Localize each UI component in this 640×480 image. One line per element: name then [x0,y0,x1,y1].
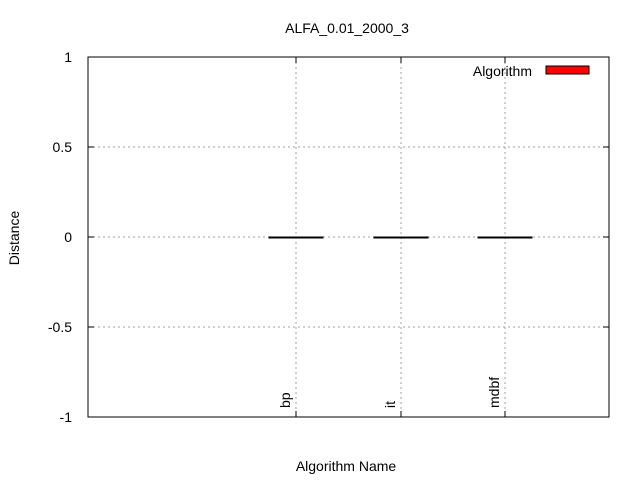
y-tick-label: -1 [60,409,73,425]
y-tick-label: 0 [64,229,72,245]
bar-it [373,236,429,239]
y-tick-label: 1 [64,49,72,65]
x-axis-label: Algorithm Name [296,458,397,474]
y-tick-label: 0.5 [53,139,73,155]
y-axis-label: Distance [6,211,22,266]
bar-bp [268,236,324,239]
x-axis: bp it mdbf [277,57,506,417]
legend-label-algorithm: Algorithm [473,63,532,79]
x-tick-label-it: it [382,401,398,408]
x-tick-label-mdbf: mdbf [486,377,502,408]
y-axis: 1 0.5 0 -0.5 -1 [48,49,609,425]
chart-title: ALFA_0.01_2000_3 [285,20,409,36]
bar-mdbf [477,236,533,239]
x-tick-label-bp: bp [277,392,293,408]
legend-swatch-algorithm [545,65,590,75]
y-tick-label: -0.5 [48,319,72,335]
bars [268,236,533,239]
legend: Algorithm [473,63,590,79]
